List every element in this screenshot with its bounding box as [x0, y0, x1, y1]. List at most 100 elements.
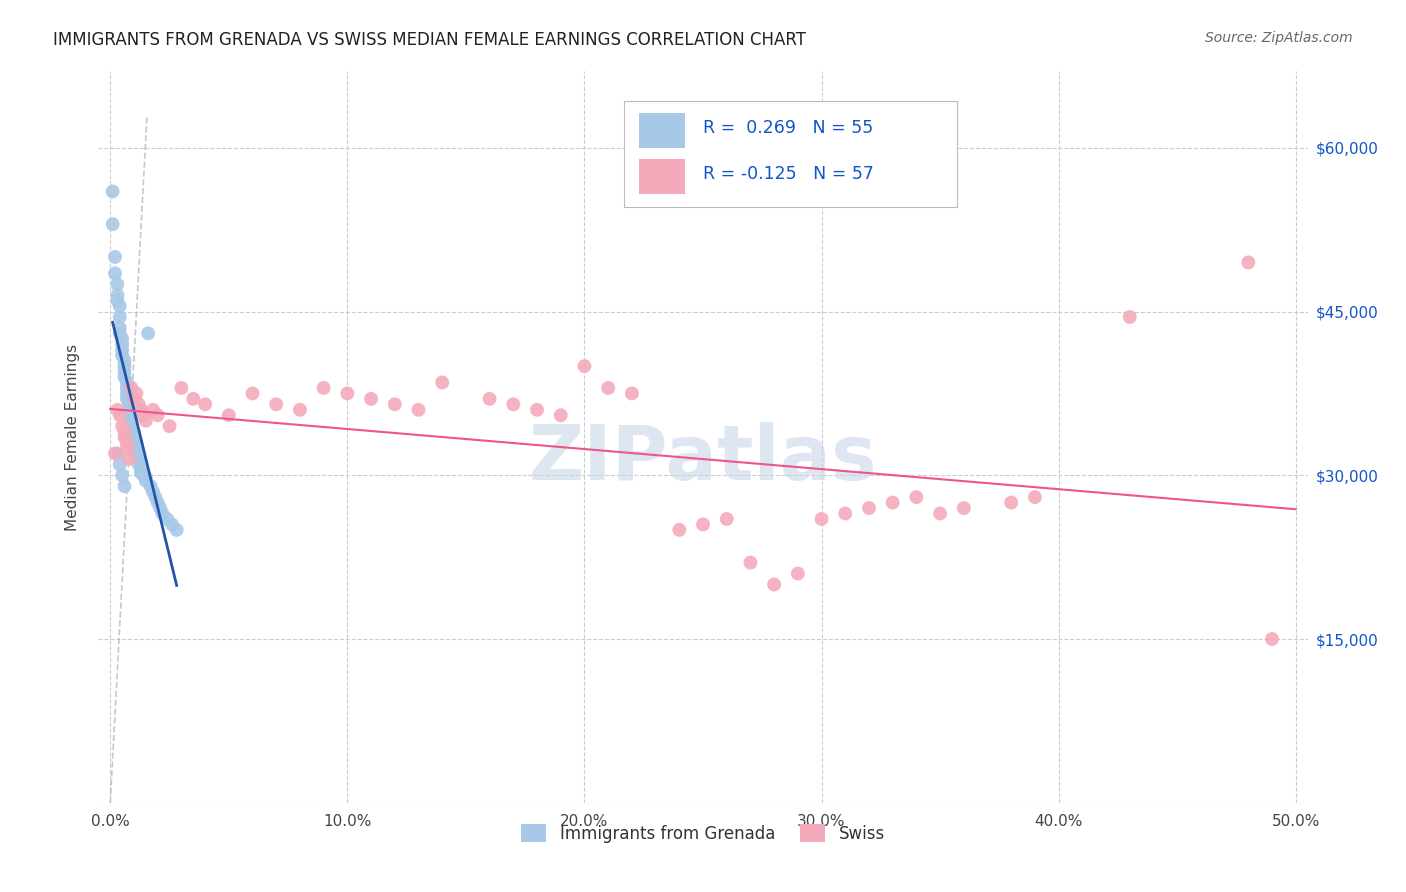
Point	[122, 392, 145, 406]
Point	[882, 495, 904, 509]
Point	[152, 507, 174, 521]
Point	[135, 414, 157, 428]
Point	[574, 359, 596, 373]
Point	[786, 566, 808, 581]
Point	[125, 441, 148, 455]
Point	[620, 386, 643, 401]
Point	[166, 523, 188, 537]
Point	[122, 430, 145, 444]
Point	[111, 468, 134, 483]
Point	[128, 458, 150, 472]
Point	[550, 409, 572, 423]
Point	[136, 326, 159, 341]
Point	[810, 512, 832, 526]
Point	[118, 402, 141, 417]
Point	[1119, 310, 1142, 324]
Text: IMMIGRANTS FROM GRENADA VS SWISS MEDIAN FEMALE EARNINGS CORRELATION CHART: IMMIGRANTS FROM GRENADA VS SWISS MEDIAN …	[53, 31, 807, 49]
Point	[105, 446, 128, 460]
Point	[111, 337, 134, 351]
Point	[146, 495, 169, 509]
Point	[1261, 632, 1284, 646]
Point	[104, 266, 127, 280]
Point	[858, 501, 880, 516]
Point	[763, 577, 786, 591]
Point	[115, 386, 138, 401]
Point	[115, 392, 138, 406]
Point	[135, 474, 157, 488]
Point	[952, 501, 974, 516]
Point	[181, 392, 204, 406]
Point	[104, 250, 127, 264]
Point	[929, 507, 952, 521]
Point	[218, 409, 240, 423]
Point	[1237, 255, 1260, 269]
Point	[478, 392, 501, 406]
Point	[111, 419, 134, 434]
Point	[115, 441, 138, 455]
Text: R =  0.269   N = 55: R = 0.269 N = 55	[703, 120, 873, 137]
Point	[143, 490, 166, 504]
Point	[108, 299, 131, 313]
Point	[135, 470, 157, 484]
Point	[129, 402, 152, 417]
Point	[1024, 490, 1046, 504]
Point	[111, 348, 134, 362]
Point	[139, 479, 162, 493]
Point	[122, 435, 145, 450]
Point	[159, 419, 181, 434]
Point	[114, 479, 136, 493]
Point	[121, 381, 143, 395]
Point	[111, 332, 134, 346]
Y-axis label: Median Female Earnings: Median Female Earnings	[65, 343, 80, 531]
Point	[142, 402, 165, 417]
Point	[114, 370, 136, 384]
Point	[132, 409, 155, 423]
Point	[125, 386, 148, 401]
Point	[118, 451, 141, 466]
Point	[149, 501, 172, 516]
Point	[740, 556, 762, 570]
Point	[108, 310, 131, 324]
Bar	[638, 113, 685, 148]
Point	[692, 517, 714, 532]
Point	[121, 425, 143, 439]
Point	[128, 451, 150, 466]
Point	[122, 426, 145, 441]
Point	[114, 353, 136, 368]
Point	[194, 397, 217, 411]
Point	[105, 293, 128, 308]
Point	[408, 402, 430, 417]
Point	[336, 386, 359, 401]
Point	[128, 397, 150, 411]
Point	[242, 386, 264, 401]
Point	[129, 463, 152, 477]
Point	[108, 321, 131, 335]
FancyBboxPatch shape	[624, 101, 957, 207]
Point	[114, 430, 136, 444]
Point	[129, 466, 152, 480]
Point	[101, 185, 124, 199]
Point	[108, 326, 131, 341]
Point	[1000, 495, 1022, 509]
Text: R = -0.125   N = 57: R = -0.125 N = 57	[703, 165, 875, 183]
Point	[108, 458, 131, 472]
Point	[114, 359, 136, 373]
Point	[360, 392, 382, 406]
Point	[114, 365, 136, 379]
Point	[105, 402, 128, 417]
Point	[905, 490, 928, 504]
Point	[115, 381, 138, 395]
Point	[118, 409, 141, 423]
Point	[115, 435, 138, 450]
Legend: Immigrants from Grenada, Swiss: Immigrants from Grenada, Swiss	[515, 818, 891, 849]
Bar	[638, 159, 685, 194]
Point	[526, 402, 548, 417]
Point	[668, 523, 690, 537]
Point	[108, 409, 131, 423]
Point	[502, 397, 524, 411]
Point	[160, 517, 183, 532]
Point	[384, 397, 406, 411]
Point	[142, 484, 165, 499]
Point	[121, 419, 143, 434]
Point	[264, 397, 287, 411]
